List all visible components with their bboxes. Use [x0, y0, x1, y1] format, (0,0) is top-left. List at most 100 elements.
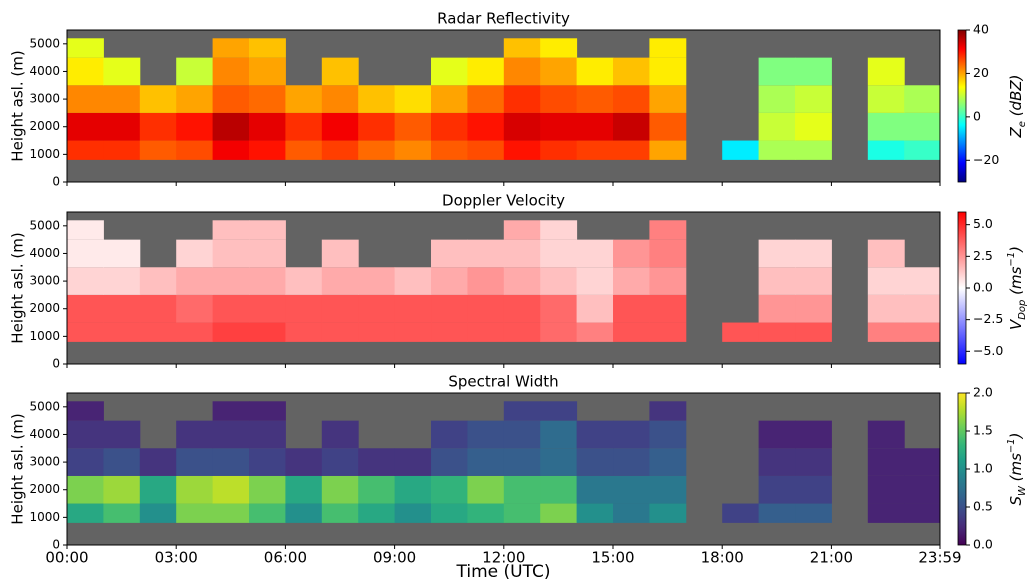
cell	[649, 57, 687, 86]
cell	[212, 294, 250, 323]
cell	[758, 503, 796, 523]
cell	[467, 239, 505, 268]
cell	[358, 112, 396, 141]
cell	[139, 112, 177, 141]
y-tick-label: 0	[52, 175, 60, 189]
cell	[103, 140, 141, 160]
cell	[503, 503, 541, 523]
colorbar-tick-label: 2.0	[973, 385, 993, 400]
cell	[867, 267, 905, 295]
cell	[321, 267, 359, 295]
cell	[285, 140, 323, 160]
cell	[67, 267, 104, 295]
colorbar-tick-label: 0.5	[973, 499, 993, 514]
cell	[613, 85, 650, 113]
cell	[176, 475, 214, 504]
cell	[795, 475, 832, 504]
x-tick-label: 03:00	[155, 549, 198, 567]
heatmap-cells	[67, 220, 940, 342]
cell	[867, 57, 905, 86]
cell	[176, 85, 214, 113]
cell	[67, 448, 104, 476]
cell	[904, 503, 940, 523]
cell	[212, 239, 250, 268]
colorbar-label: SW (ms−1)	[1006, 432, 1028, 505]
cell	[358, 85, 396, 113]
y-tick-label: 5000	[29, 399, 60, 413]
cell	[540, 322, 578, 342]
cell	[467, 112, 505, 141]
cell	[503, 267, 541, 295]
cell	[139, 294, 177, 323]
cell	[67, 112, 104, 141]
cell	[139, 85, 177, 113]
y-tick-label: 4000	[29, 427, 60, 441]
cell	[67, 57, 104, 86]
cell	[758, 448, 796, 476]
cell	[285, 475, 323, 504]
y-tick-label: 3000	[29, 92, 60, 106]
cell	[431, 294, 468, 323]
cell	[321, 420, 359, 449]
cell	[285, 448, 323, 476]
cell	[249, 267, 286, 295]
cell	[285, 503, 323, 523]
colorbar-tick-label: −5.0	[973, 343, 1003, 358]
cell	[649, 475, 687, 504]
cell	[212, 220, 250, 240]
cell	[540, 85, 578, 113]
colorbar-label: Ze (dBZ)	[1007, 75, 1028, 139]
cell	[503, 294, 541, 323]
cell	[394, 475, 432, 504]
cell	[249, 503, 286, 523]
cell	[613, 294, 650, 323]
y-tick-label: 1000	[29, 510, 60, 524]
cell	[139, 448, 177, 476]
cell	[613, 322, 650, 342]
cell	[649, 239, 687, 268]
panel-title: Spectral Width	[448, 373, 558, 391]
cell	[795, 140, 832, 160]
cell	[758, 57, 796, 86]
colorbar-label-part: (ms	[1007, 266, 1025, 299]
cell	[540, 475, 578, 504]
cell	[867, 294, 905, 323]
cell	[758, 475, 796, 504]
x-tick-label: 06:00	[264, 549, 307, 567]
cell	[613, 57, 650, 86]
colorbar-label: VDop (ms−1)	[1006, 246, 1028, 330]
cell	[212, 140, 250, 160]
x-tick-label: 15:00	[591, 549, 634, 567]
cell	[67, 420, 104, 449]
cell	[249, 294, 286, 323]
cell	[649, 294, 687, 323]
cell	[576, 140, 614, 160]
cell	[467, 475, 505, 504]
panel-title: Doppler Velocity	[442, 192, 565, 210]
cell	[613, 475, 650, 504]
cell	[67, 294, 104, 323]
cell	[867, 503, 905, 523]
cell	[249, 220, 286, 240]
cell	[540, 503, 578, 523]
cell	[503, 475, 541, 504]
cell	[540, 38, 578, 58]
cell	[358, 140, 396, 160]
cell	[139, 503, 177, 523]
cell	[613, 503, 650, 523]
cell	[394, 267, 432, 295]
cell	[649, 401, 687, 421]
cell	[904, 448, 940, 476]
cell	[649, 267, 687, 295]
cell	[358, 448, 396, 476]
colorbar-label-part: −1	[1006, 252, 1017, 267]
colorbar-label-part: W	[1017, 485, 1028, 496]
cell	[758, 140, 796, 160]
colorbar-label-part: e	[1017, 121, 1028, 127]
cell	[576, 322, 614, 342]
cell	[576, 239, 614, 268]
cell	[613, 239, 650, 268]
cell	[867, 239, 905, 268]
cell	[540, 420, 578, 449]
